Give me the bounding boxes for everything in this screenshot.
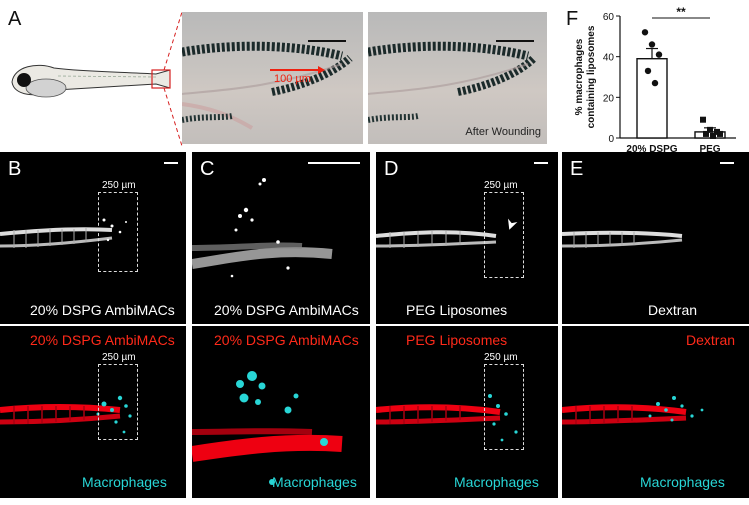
panel-letter-b: B bbox=[8, 158, 22, 180]
panel-letter-a: A bbox=[8, 8, 22, 30]
scale-label-100um: 100 µm bbox=[274, 73, 311, 85]
brightfield-after-image: After Wounding bbox=[368, 12, 547, 144]
bar-1 bbox=[636, 58, 668, 139]
vessel-signal bbox=[0, 218, 127, 248]
roi-box bbox=[484, 192, 524, 278]
data-point bbox=[707, 126, 713, 133]
arrowhead-icon bbox=[508, 218, 518, 230]
scale-bar bbox=[164, 162, 178, 164]
panel-b-top-image: B 250 µm 20% DSPG AmbiMACs bbox=[0, 152, 186, 324]
macrophages-label-e: Macrophages bbox=[640, 474, 725, 490]
fluorescence-signal bbox=[192, 371, 343, 485]
roi-label: 250 µm bbox=[102, 352, 136, 363]
scale-bar bbox=[496, 40, 534, 42]
fluorescence-signal bbox=[562, 396, 704, 425]
panel-e-top-image: E Dextran bbox=[562, 152, 749, 324]
zebrafish-larva-illustration bbox=[11, 64, 171, 98]
vessel-signal bbox=[562, 230, 683, 248]
scale-bar bbox=[720, 162, 734, 164]
panel-letter-d: D bbox=[384, 158, 399, 180]
panel-c-bottom-image: 20% DSPG AmbiMACs Macrophages bbox=[192, 326, 370, 498]
x-tick-label: PEG bbox=[699, 144, 720, 154]
roi-label: 250 µm bbox=[484, 352, 518, 363]
bar-chart: 0 20 40 60 % macrophages containing liposomes… bbox=[574, 5, 736, 154]
vessel-signal bbox=[376, 230, 497, 248]
data-point bbox=[644, 67, 652, 75]
y-tick-label: 40 bbox=[603, 53, 615, 64]
data-point bbox=[717, 130, 723, 137]
roi-box bbox=[98, 364, 138, 440]
zoom-lines bbox=[163, 11, 183, 147]
data-point bbox=[655, 51, 663, 58]
x-tick-label: 20% DSPG bbox=[626, 144, 677, 154]
panel-letter-c: C bbox=[200, 158, 215, 180]
panel-letter-e: E bbox=[570, 158, 584, 180]
y-axis-label-line1: % macrophages bbox=[574, 38, 585, 115]
caption-c-bottom: 20% DSPG AmbiMACs bbox=[214, 332, 359, 348]
scale-bar bbox=[308, 162, 360, 164]
data-point bbox=[641, 29, 649, 36]
scale-bar bbox=[308, 40, 346, 42]
y-tick-label: 0 bbox=[608, 134, 614, 145]
macrophages-label-d: Macrophages bbox=[454, 474, 539, 490]
caption-c-top: 20% DSPG AmbiMACs bbox=[214, 302, 359, 318]
panel-e-bottom-image: Dextran Macrophages bbox=[562, 326, 749, 498]
after-wounding-label: After Wounding bbox=[465, 126, 541, 138]
caption-e-top: Dextran bbox=[648, 302, 698, 318]
roi-box bbox=[484, 364, 524, 450]
caption-b-top: 20% DSPG AmbiMACs bbox=[30, 302, 175, 318]
caption-e-bottom: Dextran bbox=[686, 332, 736, 348]
roi-label: 250 µm bbox=[484, 180, 518, 191]
data-point bbox=[703, 130, 709, 137]
data-point bbox=[651, 79, 659, 87]
data-point bbox=[648, 41, 656, 48]
roi-label: 250 µm bbox=[102, 180, 136, 191]
panel-b-bottom-image: 20% DSPG AmbiMACs 250 µm Macrophages bbox=[0, 326, 186, 498]
liposome-signal bbox=[192, 178, 333, 278]
significance-label: ** bbox=[676, 5, 686, 19]
caption-b-bottom: 20% DSPG AmbiMACs bbox=[30, 332, 175, 348]
y-tick-label: 60 bbox=[603, 12, 615, 23]
scale-arrow bbox=[270, 66, 325, 74]
y-tick-label: 20 bbox=[603, 93, 615, 104]
data-point bbox=[710, 132, 716, 139]
fluorescence-signal bbox=[0, 395, 132, 434]
brightfield-before-image: 100 µm bbox=[182, 12, 363, 144]
fluorescence-signal bbox=[376, 394, 518, 442]
caption-d-top: PEG Liposomes bbox=[406, 302, 508, 318]
panel-letter-f: F bbox=[566, 8, 579, 30]
roi-box bbox=[98, 192, 138, 272]
scale-bar bbox=[534, 162, 548, 164]
panel-d-bottom-image: PEG Liposomes 250 µm Macrophages bbox=[376, 326, 558, 498]
data-point bbox=[700, 116, 706, 123]
y-axis-label-line2: containing liposomes bbox=[586, 25, 597, 128]
panel-d-top-image: D 250 µm PEG Liposomes bbox=[376, 152, 558, 324]
macrophages-label-c: Macrophages bbox=[272, 474, 357, 490]
panel-c-top-image: C 20% DSPG AmbiMACs bbox=[192, 152, 370, 324]
macrophages-label-b: Macrophages bbox=[82, 474, 167, 490]
caption-d-bottom: PEG Liposomes bbox=[406, 332, 508, 348]
